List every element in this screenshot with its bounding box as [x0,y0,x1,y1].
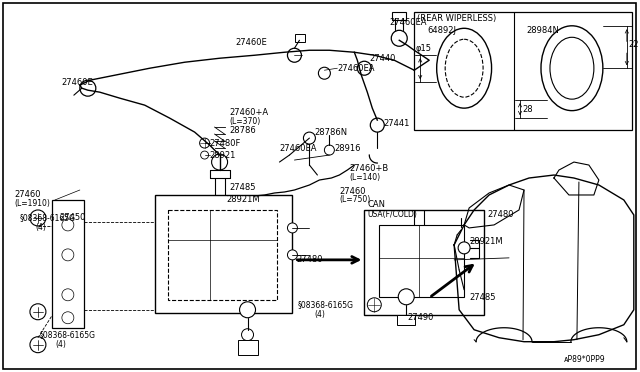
Text: 22: 22 [629,40,639,49]
Circle shape [62,219,74,231]
Text: 28921M: 28921M [469,237,503,246]
Circle shape [241,329,253,341]
Text: 64892J: 64892J [427,26,456,35]
Circle shape [80,80,96,96]
Text: 27460EA: 27460EA [337,64,375,73]
Text: (4): (4) [35,224,46,232]
Text: 28: 28 [522,105,532,113]
Circle shape [30,337,46,353]
Circle shape [287,223,298,233]
Text: (L=1910): (L=1910) [14,199,50,208]
Circle shape [357,61,371,75]
Text: USA(F/COLD): USA(F/COLD) [367,211,417,219]
Text: 27460+B: 27460+B [349,164,388,173]
Text: ᴀP89*0PP9: ᴀP89*0PP9 [564,355,605,364]
Text: (L=750): (L=750) [339,195,371,205]
Text: φ15: φ15 [415,44,431,53]
Text: 28984N: 28984N [526,26,559,35]
Circle shape [458,227,464,233]
Bar [296,34,305,42]
Circle shape [319,67,330,79]
Text: 27480: 27480 [296,255,323,264]
Text: (REAR WIPERLESS): (REAR WIPERLESS) [417,14,497,23]
Bar [392,12,406,20]
Text: 27460: 27460 [14,190,40,199]
Text: 27480: 27480 [487,211,513,219]
Text: 27460E: 27460E [62,78,93,87]
Bar [168,210,278,300]
Bar [414,12,632,130]
Circle shape [371,118,384,132]
Text: §08368-6165G: §08368-6165G [40,330,96,339]
Text: 27440: 27440 [369,54,396,63]
Bar [380,225,464,297]
Text: §08368-6165G: §08368-6165G [20,214,76,222]
Text: (L=370): (L=370) [230,116,261,126]
Circle shape [287,250,298,260]
Text: 27460EA: 27460EA [280,144,317,153]
Circle shape [391,30,407,46]
Circle shape [62,289,74,301]
Text: 27460EA: 27460EA [389,18,427,27]
Circle shape [458,242,470,254]
Circle shape [200,138,210,148]
Text: (4): (4) [55,340,66,349]
Circle shape [367,298,381,312]
Ellipse shape [445,39,483,97]
Bar [364,210,484,315]
Text: 27480F: 27480F [210,139,241,148]
Text: §08368-6165G: §08368-6165G [298,300,353,309]
Text: 27460+A: 27460+A [230,108,269,117]
Bar [237,340,257,355]
Text: 27485: 27485 [469,293,495,302]
Circle shape [62,312,74,324]
Bar [155,195,292,313]
Text: 27460: 27460 [339,187,366,196]
Circle shape [30,304,46,320]
Text: (L=140): (L=140) [349,173,380,182]
Circle shape [287,48,301,62]
Text: 28921M: 28921M [227,195,260,205]
Circle shape [303,132,316,144]
Bar [52,200,84,328]
Circle shape [212,154,228,170]
Text: 28916: 28916 [334,144,361,153]
Text: 27490: 27490 [407,313,434,322]
Circle shape [62,249,74,261]
Text: 27450: 27450 [60,214,86,222]
Ellipse shape [550,37,594,99]
Circle shape [239,302,255,318]
Text: (4): (4) [314,310,325,319]
Circle shape [30,210,46,226]
Text: 27460E: 27460E [236,38,268,47]
Text: 27441: 27441 [383,119,410,128]
Circle shape [398,289,414,305]
Text: 27485: 27485 [230,183,256,192]
Text: 28786N: 28786N [314,128,348,137]
Text: CAN: CAN [367,201,385,209]
Circle shape [200,151,209,159]
Circle shape [324,145,334,155]
Ellipse shape [436,28,492,108]
Text: 28786: 28786 [230,126,256,135]
Text: 28921: 28921 [210,151,236,160]
Ellipse shape [541,26,603,110]
Bar [397,315,415,325]
